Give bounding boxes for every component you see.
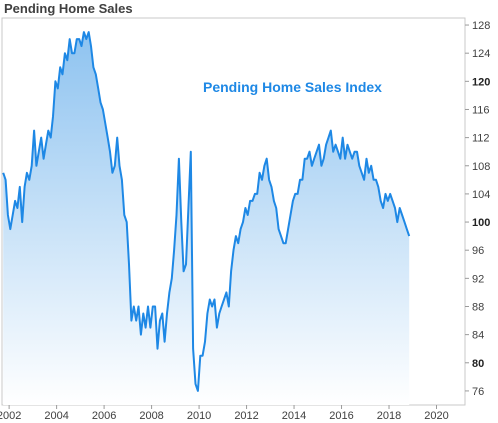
chart-title: Pending Home Sales — [4, 1, 133, 16]
x-tick-label: 2010 — [187, 410, 211, 422]
x-tick-label: 2012 — [234, 410, 258, 422]
y-tick-label: 92 — [472, 273, 484, 285]
y-tick-label: 88 — [472, 301, 484, 313]
y-tick-label: 128 — [472, 20, 490, 32]
y-tick-label: 116 — [472, 104, 490, 116]
y-tick-label: 96 — [472, 245, 484, 257]
x-tick-label: 2006 — [92, 410, 116, 422]
y-tick-label: 108 — [472, 161, 490, 173]
x-tick-label: 2016 — [329, 410, 353, 422]
y-tick-label: 100 — [472, 217, 490, 229]
x-tick-label: 2004 — [44, 410, 68, 422]
y-tick-label: 80 — [472, 358, 484, 370]
y-tick-label: 76 — [472, 386, 484, 398]
y-tick-label: 124 — [472, 48, 490, 60]
y-axis: 76 80 84 88 92 96 100 104 108 112 116 120 124 128 — [465, 20, 490, 398]
x-tick-label: 2014 — [282, 410, 306, 422]
y-tick-label: 104 — [472, 189, 490, 201]
x-tick-label: 2018 — [377, 410, 401, 422]
series-annotation: Pending Home Sales Index — [203, 79, 382, 95]
x-tick-label: 2020 — [424, 410, 448, 422]
y-tick-label: 112 — [472, 133, 490, 145]
x-tick-label: 2002 — [0, 410, 21, 422]
series-line — [2, 31, 411, 392]
x-tick-label: 2008 — [139, 410, 163, 422]
x-axis: 2002 2004 2006 2008 2010 2012 2014 2016 2018 2020 — [0, 405, 449, 422]
y-tick-label: 84 — [472, 330, 484, 342]
y-tick-label: 120 — [472, 76, 490, 88]
